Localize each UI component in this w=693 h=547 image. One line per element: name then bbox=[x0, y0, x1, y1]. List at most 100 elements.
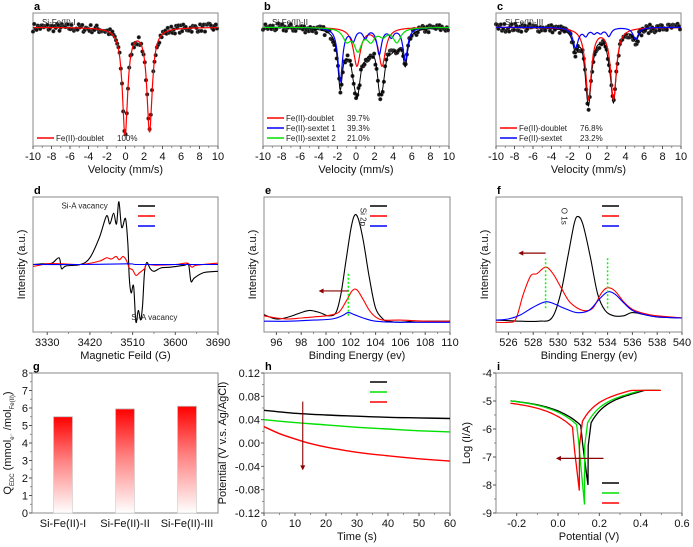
annotation: Si-A vacancy bbox=[131, 313, 177, 322]
x-tick-label: 0.0 bbox=[550, 518, 565, 530]
x-tick-label: -6 bbox=[295, 151, 305, 163]
data-point bbox=[136, 35, 141, 40]
data-point bbox=[653, 28, 658, 34]
data-point bbox=[426, 30, 431, 35]
fit-line-fe-ii-sextet-1 bbox=[263, 26, 449, 84]
data-point bbox=[80, 22, 85, 28]
panel-label: h bbox=[265, 361, 272, 373]
bar bbox=[53, 416, 73, 514]
y-tick-label: 0 bbox=[22, 508, 28, 520]
y-axis-label-part: e⁻ bbox=[10, 433, 16, 440]
x-tick-label: 4 bbox=[390, 151, 396, 163]
data-point bbox=[172, 31, 177, 36]
series-line-3 bbox=[32, 263, 218, 266]
x-axis-label: Binding Energy (ev) bbox=[541, 350, 638, 362]
panel-label: c bbox=[497, 1, 503, 13]
data-point bbox=[445, 28, 451, 33]
y-tick-label: 6 bbox=[22, 403, 28, 415]
data-point bbox=[372, 51, 377, 56]
x-tick-label: 0.4 bbox=[633, 518, 648, 530]
y-axis-label: Potential (V v.s. Ag/AgCl) bbox=[217, 382, 229, 505]
panel-a: a -10 -8 -6 -4 -2 0 2 4 6 8 10 Velocity (mm/s) Si-Fe(… bbox=[25, 1, 224, 176]
x-tick-label: -2 bbox=[102, 151, 112, 163]
panel-d: d 3330 3420 3510 3600 3690 Magnetic Feild (G) I… bbox=[16, 185, 230, 362]
x-tick-label: 102 bbox=[342, 337, 360, 349]
x-tick-label: 3510 bbox=[120, 337, 144, 349]
fit-line-fe-ii-doublet bbox=[33, 26, 218, 137]
y-tick-label: -0.12 bbox=[235, 508, 260, 520]
data-point bbox=[507, 29, 512, 34]
legend-label: Fe(II)-doublet bbox=[56, 134, 105, 143]
x-tick-label: 106 bbox=[391, 337, 409, 349]
x-tick-label: 3690 bbox=[206, 337, 230, 349]
legend-item: Fe(II)-doublet 100% bbox=[37, 134, 137, 143]
data-point bbox=[199, 28, 204, 33]
panel-e: e 96 98 100 102 104 106 108 110 Binding Energy (e… bbox=[247, 185, 459, 362]
y-tick-label: 0.00 bbox=[239, 438, 260, 450]
x-tick-label: 4 bbox=[622, 151, 628, 163]
x-axis-label: Time (s) bbox=[337, 531, 377, 543]
data-point bbox=[550, 30, 555, 35]
y-axis-label-part: /mol bbox=[2, 409, 14, 433]
x-tick-label: 534 bbox=[598, 337, 616, 349]
plot-frame bbox=[263, 372, 451, 514]
series-line-1 bbox=[495, 215, 683, 323]
data-point bbox=[647, 22, 652, 27]
x-tick-label: 3600 bbox=[163, 337, 187, 349]
data-point bbox=[511, 27, 517, 33]
data-point bbox=[597, 45, 602, 51]
legend-label: Fe(II)-doublet bbox=[519, 124, 568, 133]
series-line-3 bbox=[510, 389, 661, 491]
legend-item: Fe(II)-sextet 2 21.0% bbox=[267, 134, 370, 143]
legend-item: Fe(II)-doublet 39.7% bbox=[267, 114, 370, 123]
data-point bbox=[314, 30, 319, 36]
x-tick-label: -6 bbox=[65, 151, 75, 163]
fit-total-line bbox=[496, 27, 681, 108]
fit-line-fe-ii-doublet bbox=[263, 26, 449, 68]
series-line-3 bbox=[263, 312, 451, 323]
x-tick-label: 526 bbox=[499, 337, 517, 349]
x-tick-label: 530 bbox=[549, 337, 567, 349]
data-point bbox=[378, 97, 383, 102]
series-line-2 bbox=[510, 389, 660, 505]
legend-label: Fe(II)-doublet bbox=[286, 114, 335, 123]
x-tick-label: 3420 bbox=[78, 337, 102, 349]
legend-label: Fe(II)-sextet bbox=[519, 134, 563, 143]
data-point bbox=[557, 30, 562, 36]
y-tick-label: -8 bbox=[482, 480, 492, 492]
legend-value: 23.2% bbox=[580, 134, 603, 143]
y-axis-label-part: Q bbox=[2, 486, 14, 495]
x-tick-label: -10 bbox=[255, 151, 271, 163]
panel-label: d bbox=[34, 185, 41, 197]
x-axis-label: Velocity (mm/s) bbox=[88, 164, 163, 176]
x-tick-label: 104 bbox=[366, 337, 384, 349]
x-tick-label: 40 bbox=[382, 518, 394, 530]
x-tick-label: 2 bbox=[141, 151, 147, 163]
data-point bbox=[69, 22, 74, 28]
panel-label: f bbox=[497, 185, 501, 197]
data-point bbox=[88, 23, 93, 28]
data-point bbox=[45, 22, 50, 27]
y-tick-label: 3 bbox=[22, 456, 28, 468]
x-category-label: Si-Fe(II)-III bbox=[161, 518, 214, 530]
x-tick-label: 10 bbox=[675, 151, 687, 163]
series-line-3 bbox=[495, 291, 683, 321]
data-point bbox=[32, 21, 37, 27]
data-point bbox=[213, 22, 218, 27]
x-tick-label: 0.2 bbox=[592, 518, 607, 530]
x-tick-label: 30 bbox=[351, 518, 363, 530]
x-tick-label: 538 bbox=[648, 337, 666, 349]
y-tick-label: -5 bbox=[482, 396, 492, 408]
series-line-2 bbox=[263, 288, 451, 322]
x-tick-label: 10 bbox=[212, 151, 224, 163]
x-tick-label: 0 bbox=[122, 151, 128, 163]
x-tick-label: -4 bbox=[547, 151, 557, 163]
x-tick-label: 540 bbox=[673, 337, 691, 349]
y-tick-label: -0.04 bbox=[235, 461, 260, 473]
data-point bbox=[502, 21, 507, 27]
y-axis-label: Intensity (a.u.) bbox=[479, 230, 491, 300]
data-point bbox=[345, 53, 350, 58]
fit-line-fe-ii-sextet-2 bbox=[263, 26, 449, 53]
x-tick-label: 108 bbox=[416, 337, 434, 349]
